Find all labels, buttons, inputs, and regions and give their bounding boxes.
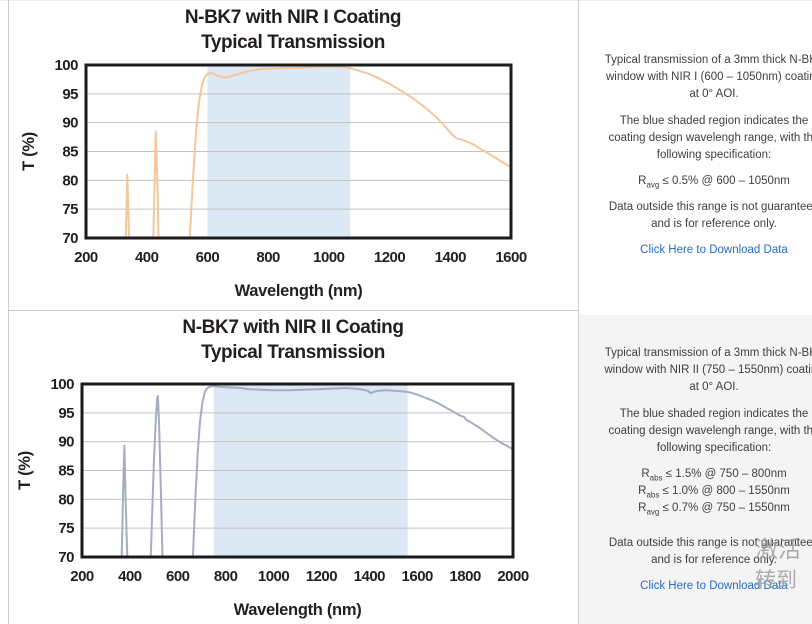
panel-2-text-line: coating design wavelengh range, with the — [608, 425, 812, 437]
panel-1-text-line: The blue shaded region indicates the — [619, 115, 809, 127]
svg-text:1200: 1200 — [374, 249, 406, 266]
panel-1-description: Typical transmission of a 3mm thick N-BK… — [579, 0, 812, 259]
panel-1-spec-line: Ravg ≤ 0.5% @ 600 – 1050nm — [638, 175, 790, 190]
panel-1-text-line: Data outside this range is not guarantee… — [608, 201, 812, 213]
svg-text:Wavelength (nm): Wavelength (nm) — [235, 282, 363, 300]
svg-text:600: 600 — [166, 568, 190, 585]
svg-text:600: 600 — [196, 249, 220, 266]
left-border-rule — [8, 0, 9, 624]
panel-2-text-line: window with NIR II (750 – 1550nm) coatin… — [604, 364, 812, 376]
svg-text:70: 70 — [62, 230, 78, 247]
panel-2-spec-line: Rabs ≤ 1.5% @ 750 – 800nm — [641, 468, 787, 483]
windows-activation-watermark-line2: 转到 — [755, 569, 797, 592]
svg-text:85: 85 — [62, 144, 78, 161]
chart-1-title: N-BK7 with NIR I Coating Typical Transmi… — [8, 5, 578, 55]
chart-2-title-line2: Typical Transmission — [201, 342, 385, 363]
windows-activation-watermark-line1: 激活 — [755, 536, 801, 562]
panel-1-text-line: Typical transmission of a 3mm thick N-BK… — [604, 54, 812, 66]
svg-text:80: 80 — [58, 491, 74, 508]
svg-text:100: 100 — [50, 376, 74, 393]
svg-text:95: 95 — [58, 405, 74, 422]
panel-1-text-line: window with NIR I (600 – 1050nm) coating — [605, 71, 812, 83]
panel-2-text-line: at 0° AOI. — [689, 381, 739, 393]
svg-text:T (%): T (%) — [20, 132, 38, 171]
svg-text:100: 100 — [54, 57, 78, 74]
download-data-link-1[interactable]: Click Here to Download Data — [640, 244, 788, 256]
svg-text:75: 75 — [58, 520, 74, 537]
panel-2-description: Typical transmission of a 3mm thick N-BK… — [579, 312, 812, 595]
svg-text:T (%): T (%) — [16, 451, 34, 490]
svg-text:75: 75 — [62, 201, 78, 218]
panel-1-link-row: Click Here to Download Data — [579, 242, 812, 259]
column-divider — [578, 0, 579, 624]
svg-text:1400: 1400 — [354, 568, 386, 585]
panel-1-text-line: and is for reference only. — [651, 218, 777, 230]
svg-text:1800: 1800 — [449, 568, 481, 585]
panel-1-text-line: at 0° AOI. — [689, 88, 739, 100]
panel-1-text-line: coating design wavelengh range, with the — [608, 132, 812, 144]
panel-1-text-line: following specification: — [656, 149, 772, 161]
panel-2-text-line: Typical transmission of a 3mm thick N-BK… — [604, 347, 812, 359]
svg-text:400: 400 — [135, 249, 159, 266]
svg-text:800: 800 — [256, 249, 280, 266]
chart-1-title-line1: N-BK7 with NIR I Coating — [184, 7, 402, 28]
panel-2-text-line: Data outside this range is not guarantee… — [608, 537, 812, 549]
panel-2-text-line: and is for reference only. — [651, 554, 777, 566]
svg-text:90: 90 — [58, 434, 74, 451]
row-divider — [8, 310, 578, 311]
chart-2-title: N-BK7 with NIR II Coating Typical Transm… — [8, 315, 578, 365]
svg-text:1600: 1600 — [402, 568, 434, 585]
chart-2-plot: 70 75 80 85 90 95 100 200 400 600 800 1000 1200 1400 1… — [16, 376, 529, 619]
svg-text:2000: 2000 — [497, 568, 529, 585]
svg-text:Wavelength (nm): Wavelength (nm) — [234, 601, 362, 619]
panel-2-link-row: Click Here to Download Data — [579, 578, 812, 595]
svg-text:200: 200 — [74, 249, 98, 266]
svg-text:800: 800 — [214, 568, 238, 585]
top-border — [0, 0, 812, 1]
panel-2-background — [579, 315, 812, 624]
panel-2-text-line: The blue shaded region indicates the — [619, 408, 809, 420]
svg-text:1200: 1200 — [306, 568, 338, 585]
svg-text:1000: 1000 — [313, 249, 345, 266]
svg-text:90: 90 — [62, 115, 78, 132]
panel-2-text-line: following specification: — [656, 442, 772, 454]
chart-1-title-line2: Typical Transmission — [201, 32, 385, 53]
svg-text:1400: 1400 — [435, 249, 467, 266]
panel-2-spec-line: Ravg ≤ 0.7% @ 750 – 1550nm — [638, 502, 790, 517]
svg-text:85: 85 — [58, 463, 74, 480]
svg-text:70: 70 — [58, 549, 74, 566]
chart-1-plot: 70 75 80 85 90 95 100 200 400 600 800 1000 1200 1400 1… — [20, 57, 527, 300]
svg-text:1000: 1000 — [258, 568, 290, 585]
svg-text:95: 95 — [62, 86, 78, 103]
panel-2-spec-line: Rabs ≤ 1.0% @ 800 – 1550nm — [638, 485, 790, 500]
svg-text:1600: 1600 — [495, 249, 527, 266]
download-data-link-2[interactable]: Click Here to Download Data — [640, 580, 788, 592]
svg-text:400: 400 — [118, 568, 142, 585]
svg-text:200: 200 — [70, 568, 94, 585]
svg-text:80: 80 — [62, 172, 78, 189]
chart-2-title-line1: N-BK7 with NIR II Coating — [182, 317, 404, 338]
